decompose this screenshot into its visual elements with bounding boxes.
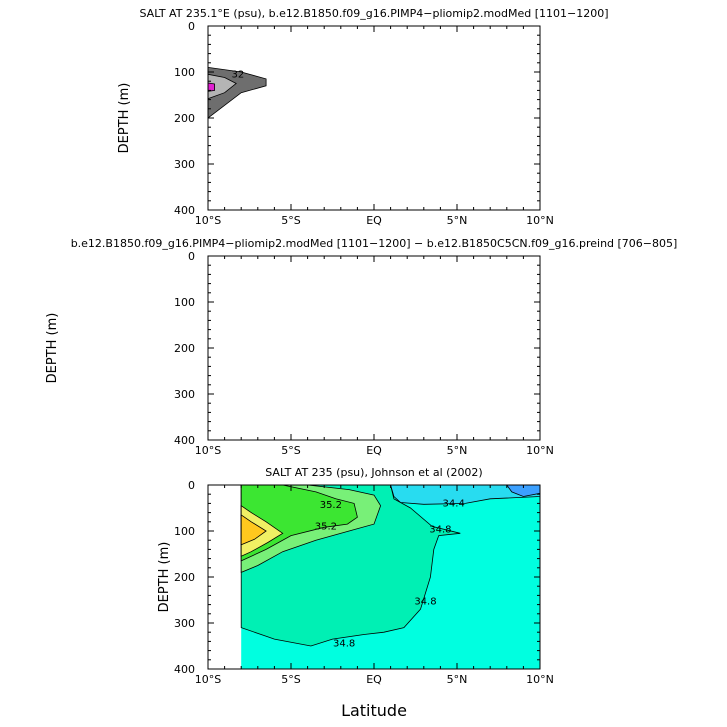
x-tick-label: 10°N: [526, 673, 554, 686]
panel-difference: b.e12.B1850.f09_g16.PIMP4−pliomip2.modMe…: [45, 237, 677, 457]
x-tick-label: 5°S: [281, 214, 300, 227]
y-tick-label: 300: [174, 617, 195, 630]
y-tick-label: 300: [174, 388, 195, 401]
contour-region-s35p2: [240, 485, 358, 562]
y-tick-label: 100: [174, 296, 195, 309]
y-tick-label: 0: [188, 479, 195, 492]
x-tick-label: 10°N: [526, 214, 554, 227]
contour-label: 32: [232, 69, 245, 80]
contour-label: 35.2: [315, 521, 337, 532]
contour-region-fresh: [390, 485, 540, 505]
y-tick-label: 100: [174, 525, 195, 538]
panel-1-ylabel: DEPTH (m): [117, 83, 132, 154]
x-tick-label: EQ: [366, 444, 382, 457]
panel-observed-salt: SALT AT 235 (psu), Johnson et al (2002) …: [157, 466, 554, 720]
panel-1-plot: 32 10°S 5°S EQ 5°N 10°N 0 100 200 300 400: [174, 20, 554, 227]
x-tick-label: 10°S: [195, 214, 221, 227]
panel-2-frame: [207, 255, 541, 441]
x-tick-label: 10°N: [526, 444, 554, 457]
x-tick-label: 5°N: [447, 444, 468, 457]
panel-2-ylabel: DEPTH (m): [45, 313, 60, 384]
y-tick-label: 400: [174, 663, 195, 676]
y-tick-label: 0: [188, 250, 195, 263]
panel-1-title: SALT AT 235.1°E (psu), b.e12.B1850.f09_g…: [140, 7, 609, 20]
contour-label: 34.8: [429, 525, 451, 536]
y-tick-label: 300: [174, 158, 195, 171]
x-tick-label: 10°S: [195, 673, 221, 686]
panel-3-fills: [240, 485, 540, 669]
y-tick-label: 100: [174, 66, 195, 79]
contour-region-middle: [208, 73, 237, 100]
contour-label: 35.2: [320, 500, 342, 511]
x-tick-label: 10°S: [195, 444, 221, 457]
x-tick-label: 5°N: [447, 214, 468, 227]
contour-label: 34.8: [333, 639, 355, 650]
panel-2-plot: 10°S 5°S EQ 5°N 10°N 0 100 200 300 400: [174, 250, 554, 457]
panel-3-plot: 35.2 35.2 34.4 34.8 34.8 34.8 10°S 5°S EQ 5°N 10°N…: [174, 479, 554, 686]
y-tick-label: 200: [174, 112, 195, 125]
panel-3-ylabel: DEPTH (m): [157, 542, 172, 613]
contour-region-fresh2: [506, 485, 540, 497]
contour-label: 34.4: [443, 498, 465, 509]
panel-3-title: SALT AT 235 (psu), Johnson et al (2002): [265, 466, 482, 479]
contour-region-s35p6: [240, 514, 267, 546]
x-tick-label: EQ: [366, 214, 382, 227]
y-tick-label: 400: [174, 204, 195, 217]
y-tick-label: 200: [174, 342, 195, 355]
contour-label: 34.8: [414, 596, 436, 607]
x-tick-label: 5°N: [447, 673, 468, 686]
x-tick-label: EQ: [366, 673, 382, 686]
y-tick-label: 200: [174, 571, 195, 584]
panel-1-fills: [208, 66, 267, 119]
y-tick-label: 0: [188, 20, 195, 33]
x-tick-label: 5°S: [281, 673, 300, 686]
panel-3-xlabel: Latitude: [341, 701, 407, 720]
panel-2-title: b.e12.B1850.f09_g16.PIMP4−pliomip2.modMe…: [71, 237, 678, 250]
y-tick-label: 400: [174, 434, 195, 447]
panel-model-salt: SALT AT 235.1°E (psu), b.e12.B1850.f09_g…: [117, 7, 609, 227]
panel-1-frame: [207, 25, 541, 211]
contour-region-core: [208, 82, 216, 92]
x-tick-label: 5°S: [281, 444, 300, 457]
